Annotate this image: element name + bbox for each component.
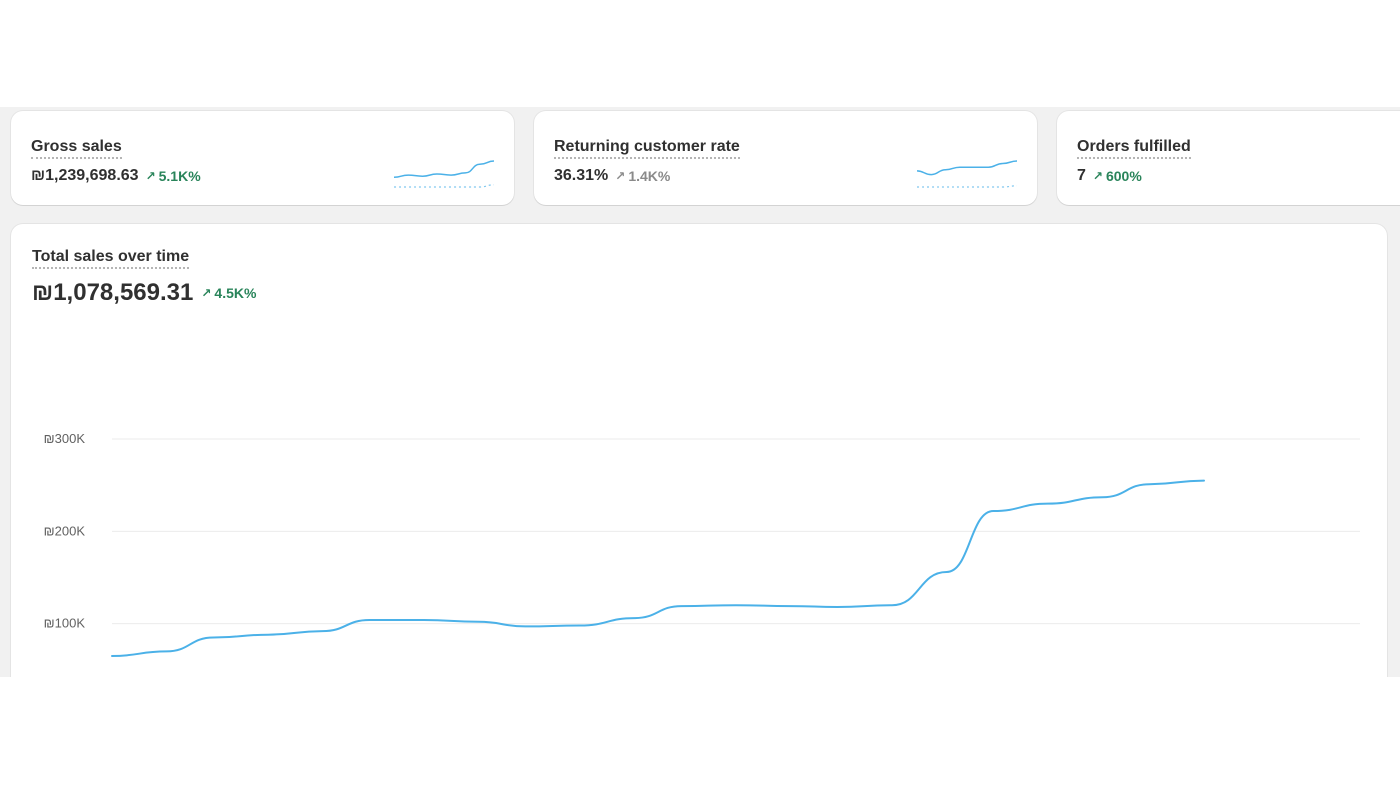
sparkline-current: [917, 160, 1017, 176]
metric-title[interactable]: Orders fulfilled: [1077, 137, 1191, 159]
metric-value-row: 7 ↗ 600%: [1077, 167, 1142, 185]
metric-delta: ↗ 5.1K%: [146, 168, 201, 184]
arrow-up-right-icon: ↗: [201, 286, 212, 300]
metric-card-gross-sales[interactable]: Gross sales ₪1,239,698.63 ↗ 5.1K%: [11, 111, 514, 205]
metric-value: 7: [1077, 167, 1086, 184]
metric-value: 36.31%: [554, 167, 609, 184]
metric-delta: ↗ 1.4K%: [615, 168, 670, 184]
arrow-up-right-icon: ↗: [1092, 169, 1103, 183]
dashboard-panel: Gross sales ₪1,239,698.63 ↗ 5.1K% Return…: [0, 107, 1400, 677]
sales-series-line: [111, 479, 1205, 657]
metric-delta-value: 1.4K%: [628, 168, 671, 184]
metric-value-row: 36.31% ↗ 1.4K%: [554, 167, 670, 185]
metric-title[interactable]: Gross sales: [31, 137, 122, 159]
total-sales-value-row: ₪1,078,569.31 ↗ 4.5K%: [32, 279, 256, 307]
metric-card-returning-customer-rate[interactable]: Returning customer rate 36.31% ↗ 1.4K%: [534, 111, 1037, 205]
arrow-up-right-icon: ↗: [615, 169, 626, 183]
sparkline-returning-customer-rate: [917, 160, 1017, 188]
sparkline-previous: [394, 184, 494, 188]
chart-title[interactable]: Total sales over time: [32, 247, 190, 269]
sparkline-current: [394, 160, 494, 179]
metric-value: ₪1,239,698.63: [31, 167, 139, 184]
metric-value-row: ₪1,239,698.63 ↗ 5.1K%: [31, 167, 201, 185]
total-sales-delta: ↗ 4.5K%: [201, 285, 256, 301]
y-tick-label: ₪300K: [44, 431, 86, 446]
metric-delta: ↗ 600%: [1093, 168, 1142, 184]
total-sales-delta-value: 4.5K%: [214, 285, 257, 301]
metric-delta-value: 600%: [1105, 168, 1142, 184]
y-tick-label: ₪200K: [44, 523, 86, 538]
metric-title[interactable]: Returning customer rate: [554, 137, 740, 159]
total-sales-value: ₪1,078,569.31: [32, 279, 194, 306]
metric-delta-value: 5.1K%: [158, 168, 201, 184]
metric-card-orders-fulfilled[interactable]: Orders fulfilled 7 ↗ 600%: [1057, 111, 1400, 205]
y-tick-label: ₪100K: [44, 616, 86, 631]
sparkline-previous: [917, 185, 1017, 188]
total-sales-card: Total sales over time ₪1,078,569.31 ↗ 4.…: [11, 224, 1387, 677]
sparkline-gross-sales: [394, 160, 494, 188]
arrow-up-right-icon: ↗: [145, 169, 156, 183]
